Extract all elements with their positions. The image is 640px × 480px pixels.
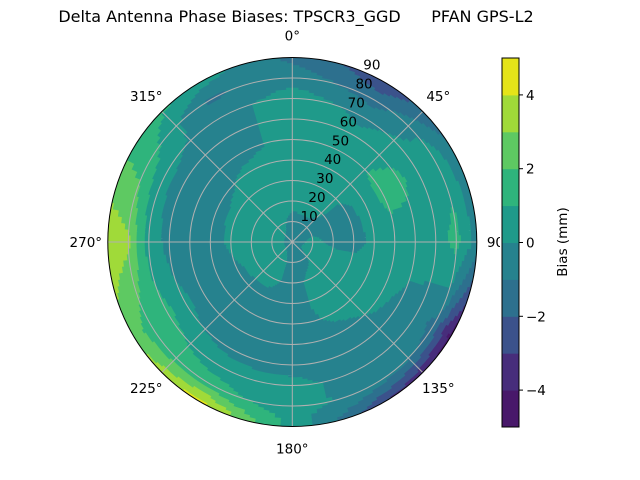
radial-tick-label: 30 [316,171,333,187]
radial-tick-label: 70 [348,95,365,111]
contour-band--3-to--2 [341,63,474,415]
colorbar: −4 −2 0 2 4 [500,48,560,437]
colorbar-band [502,58,519,96]
colorbar-tick-label: 4 [526,88,535,104]
theta-tick-label: 135° [422,381,455,397]
colorbar-tick-label: 2 [526,162,535,178]
radial-tick-label: 10 [301,209,318,225]
theta-tick-label: 0° [285,29,300,45]
grid-spoke [291,241,424,373]
contour-band--1-to-0 [160,57,477,427]
contour-band-3-to-4 [107,202,232,417]
radial-tick-label: 90 [363,58,380,74]
contour-band--4-to--3 [388,303,467,400]
contour-band-0-to-1 [144,70,472,427]
theta-tick-label: 315° [130,89,163,105]
radial-tick-label: 20 [308,190,325,206]
chart-title: Delta Antenna Phase Biases: TPSCR3_GGD P… [58,7,533,27]
theta-tick-label: 225° [130,381,163,397]
colorbar-band [502,131,519,170]
colorbar-band [502,168,519,207]
polar-frame [107,57,478,427]
radial-tick-label: 80 [355,76,372,92]
theta-tick-label: 270° [70,235,103,251]
grid-spoke [291,111,424,243]
theta-tick-label: 45° [426,89,450,105]
colorbar-band [502,353,519,391]
theta-tick-label: 180° [276,442,309,458]
colorbar-band [502,94,519,133]
grid-spoke [161,111,293,243]
radial-tick-label: 60 [340,114,357,130]
colorbar-band [502,242,519,280]
contour-band-4-to-5 [182,389,208,406]
radial-tick-labels: 10 20 30 40 50 60 70 80 90 [301,58,381,226]
radial-tick-label: 40 [324,152,341,168]
colorbar-tick-label: 0 [526,236,535,252]
grid-spoke [161,241,293,373]
polar-grid [107,57,477,427]
radial-tick-label: 50 [332,133,349,149]
colorbar-tick-label: −2 [526,309,546,325]
colorbar-label: Bias (mm) [555,207,571,276]
colorbar-tick-label: −4 [526,383,546,399]
colorbar-band [502,316,519,354]
colorbar-band [502,390,519,428]
colorbar-band [502,279,519,317]
colorbar-band [502,205,519,243]
contour-band-2-to-3 [111,160,256,424]
